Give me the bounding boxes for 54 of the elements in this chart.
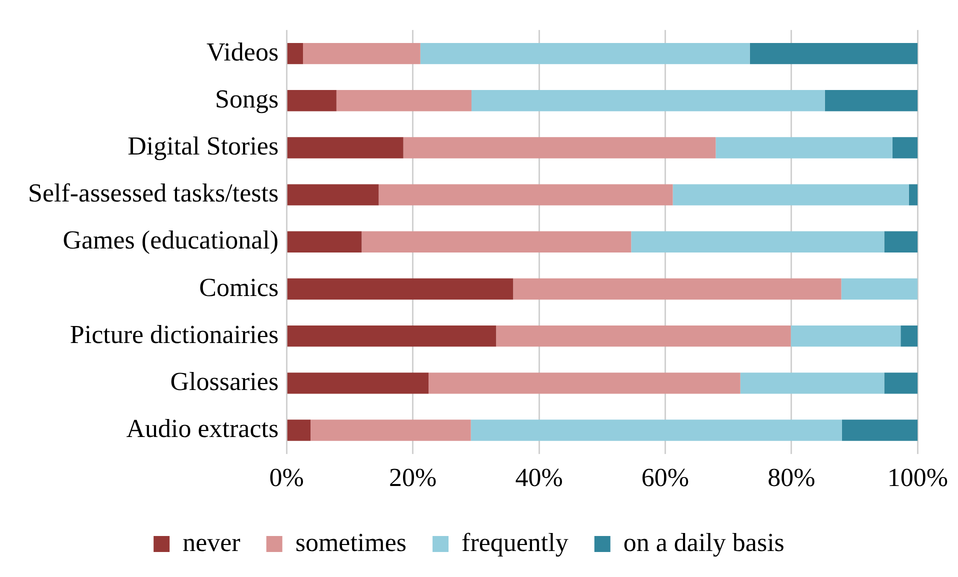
bar bbox=[310, 420, 471, 441]
bar bbox=[672, 184, 909, 206]
bar bbox=[471, 90, 825, 112]
bar bbox=[900, 325, 918, 347]
bar bbox=[496, 325, 791, 347]
bar bbox=[287, 278, 514, 300]
y-tick-label: Glossaries bbox=[170, 366, 279, 396]
bar bbox=[884, 372, 918, 394]
bar bbox=[908, 184, 918, 206]
y-tick-label: Self-assessed tasks/tests bbox=[28, 178, 279, 208]
bar bbox=[287, 420, 311, 441]
x-tick-label: 40% bbox=[515, 463, 563, 492]
bar bbox=[892, 137, 918, 158]
bar bbox=[302, 42, 420, 64]
bar bbox=[790, 325, 901, 347]
legend-label: never bbox=[182, 528, 241, 557]
bar bbox=[513, 278, 842, 300]
bar bbox=[740, 372, 884, 394]
x-tick-label: 80% bbox=[768, 463, 816, 492]
y-tick-label: Picture dictionairies bbox=[70, 320, 279, 349]
bar bbox=[842, 420, 918, 441]
bar bbox=[420, 42, 750, 64]
y-tick-label: Audio extracts bbox=[126, 414, 279, 444]
bar bbox=[841, 278, 918, 300]
bar bbox=[287, 372, 429, 394]
x-tick-label: 20% bbox=[388, 463, 437, 492]
bar bbox=[287, 325, 496, 347]
x-tick-label: 0% bbox=[269, 463, 304, 492]
bar bbox=[631, 231, 884, 252]
bar bbox=[287, 90, 336, 112]
bar bbox=[470, 420, 842, 441]
bar bbox=[287, 42, 303, 64]
bar bbox=[884, 231, 918, 252]
bar bbox=[362, 231, 632, 252]
legend-label: sometimes bbox=[295, 528, 407, 557]
y-tick-label: Videos bbox=[206, 37, 279, 66]
y-tick-label: Comics bbox=[199, 272, 279, 302]
bar bbox=[824, 90, 918, 112]
bar bbox=[336, 90, 472, 112]
legend-label: frequently bbox=[462, 528, 568, 557]
legend-label: on a daily basis bbox=[623, 528, 784, 557]
bar bbox=[287, 137, 404, 158]
bar bbox=[287, 231, 362, 252]
x-tick-label: 100% bbox=[887, 463, 948, 492]
bar bbox=[403, 137, 716, 158]
y-tick-label: Songs bbox=[215, 84, 279, 114]
bar bbox=[287, 184, 379, 206]
x-tick-label: 60% bbox=[641, 463, 690, 492]
bar bbox=[428, 372, 740, 394]
y-tick-label: Digital Stories bbox=[128, 132, 279, 161]
bar bbox=[378, 184, 673, 206]
bar bbox=[750, 42, 918, 64]
bar bbox=[716, 137, 892, 158]
y-tick-label: Games (educational) bbox=[62, 226, 279, 255]
